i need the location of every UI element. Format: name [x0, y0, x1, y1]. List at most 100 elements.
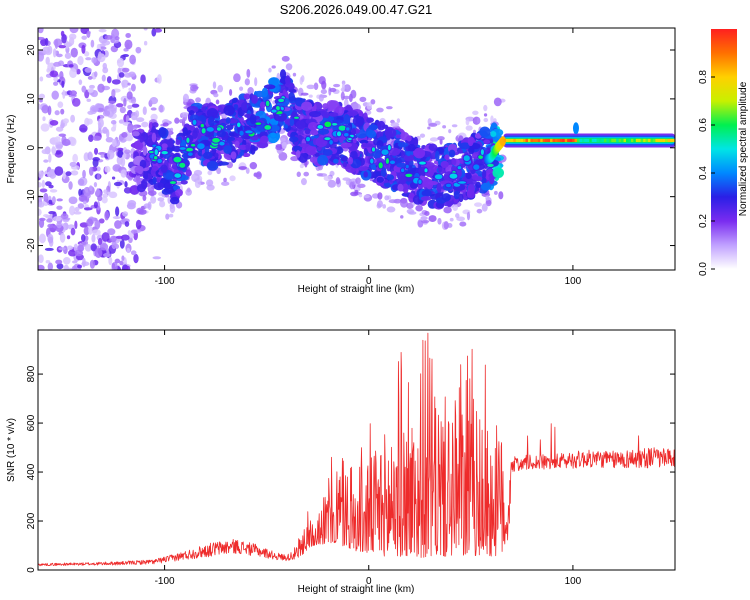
spectrogram-halo-blob: [321, 80, 327, 90]
spectrogram-noise-blob: [135, 219, 142, 230]
spectrogram-tone-core: [596, 138, 600, 143]
spectrogram-noise-blob: [66, 235, 71, 240]
spectrogram-noise-blob: [88, 225, 93, 235]
spectrogram-noise-blob: [98, 28, 107, 33]
spectrogram-noise-blob: [39, 76, 44, 82]
spectrogram-halo-blob: [239, 86, 244, 91]
spectrogram-noise-blob: [99, 243, 109, 251]
spectrogram-noise-blob: [44, 247, 54, 251]
spectrogram-band-blob: [397, 183, 404, 192]
spectrogram-core-blob: [172, 155, 183, 164]
spectrogram-halo-blob: [157, 197, 165, 202]
spectrogram-band-blob: [279, 69, 287, 80]
spectrogram-core-blob: [404, 163, 410, 170]
spectrogram-halo-blob: [388, 199, 398, 204]
spectrogram-core-blob: [472, 163, 481, 171]
spectrogram-band-blob: [376, 176, 385, 183]
spectrogram-band-blob: [421, 189, 432, 197]
spectrogram-noise-blob: [74, 220, 78, 230]
spectrogram-noise-blob: [82, 257, 86, 268]
spectrogram-tone-core: [528, 138, 531, 143]
spectrogram-core-blob: [323, 120, 333, 129]
spectrogram-noise-blob: [53, 61, 62, 67]
spectrogram-tone-core: [505, 138, 509, 143]
spectrogram-noise-blob: [84, 243, 92, 252]
spectrogram-band-blob: [242, 152, 251, 158]
spectrogram-halo-blob: [216, 167, 221, 175]
spectrogram-halo-blob: [174, 117, 180, 124]
spectrogram-noise-blob: [61, 138, 71, 147]
spectrogram-halo-blob: [341, 82, 346, 92]
spectrogram-halo-blob: [253, 172, 262, 178]
spectrogram-noise-blob: [71, 260, 78, 264]
spectrogram-tone-core: [581, 138, 585, 143]
spectrogram-halo-blob: [213, 92, 219, 98]
spectrogram-noise-blob: [88, 134, 94, 143]
spectrogram-band-blob: [268, 77, 280, 87]
spectrogram-noise-blob: [88, 185, 93, 192]
spectrogram-band-blob: [260, 135, 269, 144]
spectrogram-halo-blob: [169, 204, 176, 214]
spectrogram-tone-core: [572, 138, 575, 143]
spectrogram-band-blob: [134, 141, 144, 151]
spectrogram-noise-blob: [65, 171, 72, 177]
spectrogram-band-blob: [151, 165, 159, 171]
spectrogram-band-blob: [472, 174, 478, 181]
spectrogram-noise-blob: [86, 98, 92, 102]
spectrogram-band-blob: [180, 139, 187, 148]
spectrogram-band-blob: [483, 139, 491, 144]
spectrogram-halo-blob: [428, 215, 437, 222]
spectrogram-tone-core: [670, 138, 673, 143]
spectrogram-tone-core: [584, 138, 588, 143]
spectrogram-noise-blob: [49, 189, 58, 193]
spectrogram-band-blob: [243, 93, 251, 100]
spectrogram-noise-blob: [38, 93, 46, 100]
spectrogram-tone-core: [542, 138, 546, 143]
spectrogram-tone-core: [530, 138, 534, 143]
snr-x-axis-label: Height of straight line (km): [298, 584, 415, 595]
spectrogram-band-blob: [152, 176, 157, 185]
spectrogram-tone-core: [532, 138, 536, 143]
spectrogram-halo-blob: [249, 161, 258, 170]
spectrogram-noise-blob: [53, 38, 63, 47]
spectrogram-band-blob: [474, 133, 482, 139]
spectrogram-halo-blob: [449, 217, 454, 222]
spectrogram-core-blob: [384, 157, 391, 165]
spectrogram-band-blob: [340, 142, 352, 148]
spectrogram-band-blob: [175, 188, 183, 197]
spectrogram-noise-blob: [125, 265, 131, 270]
spectrogram-core-blob: [191, 118, 198, 126]
spectrogram-noise-blob: [118, 119, 125, 124]
spectrogram-noise-blob: [108, 103, 114, 109]
spectrogram-noise-blob: [74, 206, 80, 212]
spectrogram-noise-blob: [79, 222, 89, 228]
spectrogram-core-blob: [178, 161, 187, 169]
spectrogram-noise-blob: [108, 256, 113, 266]
spectrogram-noise-blob: [124, 39, 133, 50]
spectrogram-band-blob: [263, 84, 276, 90]
spectrogram-core-blob: [380, 148, 390, 157]
spectrogram-noise-blob: [143, 40, 148, 46]
spectrogram-halo-blob: [390, 122, 400, 128]
spectrogram-noise-blob: [41, 149, 49, 155]
spectrogram-tone-core: [603, 138, 607, 143]
spectrogram-halo-blob: [150, 196, 157, 204]
spectrogram-halo-blob: [386, 106, 393, 110]
spectrogram-noise-blob: [54, 136, 61, 143]
spectrogram-core-blob: [153, 148, 159, 157]
spectrogram-noise-blob: [96, 173, 101, 181]
spectrogram-noise-blob: [69, 28, 79, 34]
spectrogram-noise-blob: [120, 169, 127, 178]
spectrogram-tone-core: [589, 138, 592, 143]
spectrogram-noise-blob: [69, 161, 77, 167]
spectrogram-noise-blob: [127, 104, 133, 110]
spectrogram-core-blob: [347, 136, 353, 142]
spectrogram-noise-blob: [111, 176, 116, 180]
spectrogram-noise-blob: [102, 193, 109, 198]
spectrogram-band-blob: [283, 124, 288, 129]
spectrogram-band-blob: [216, 130, 226, 138]
spectrogram-noise-blob: [38, 36, 45, 41]
spectrogram-band-blob: [161, 143, 168, 149]
